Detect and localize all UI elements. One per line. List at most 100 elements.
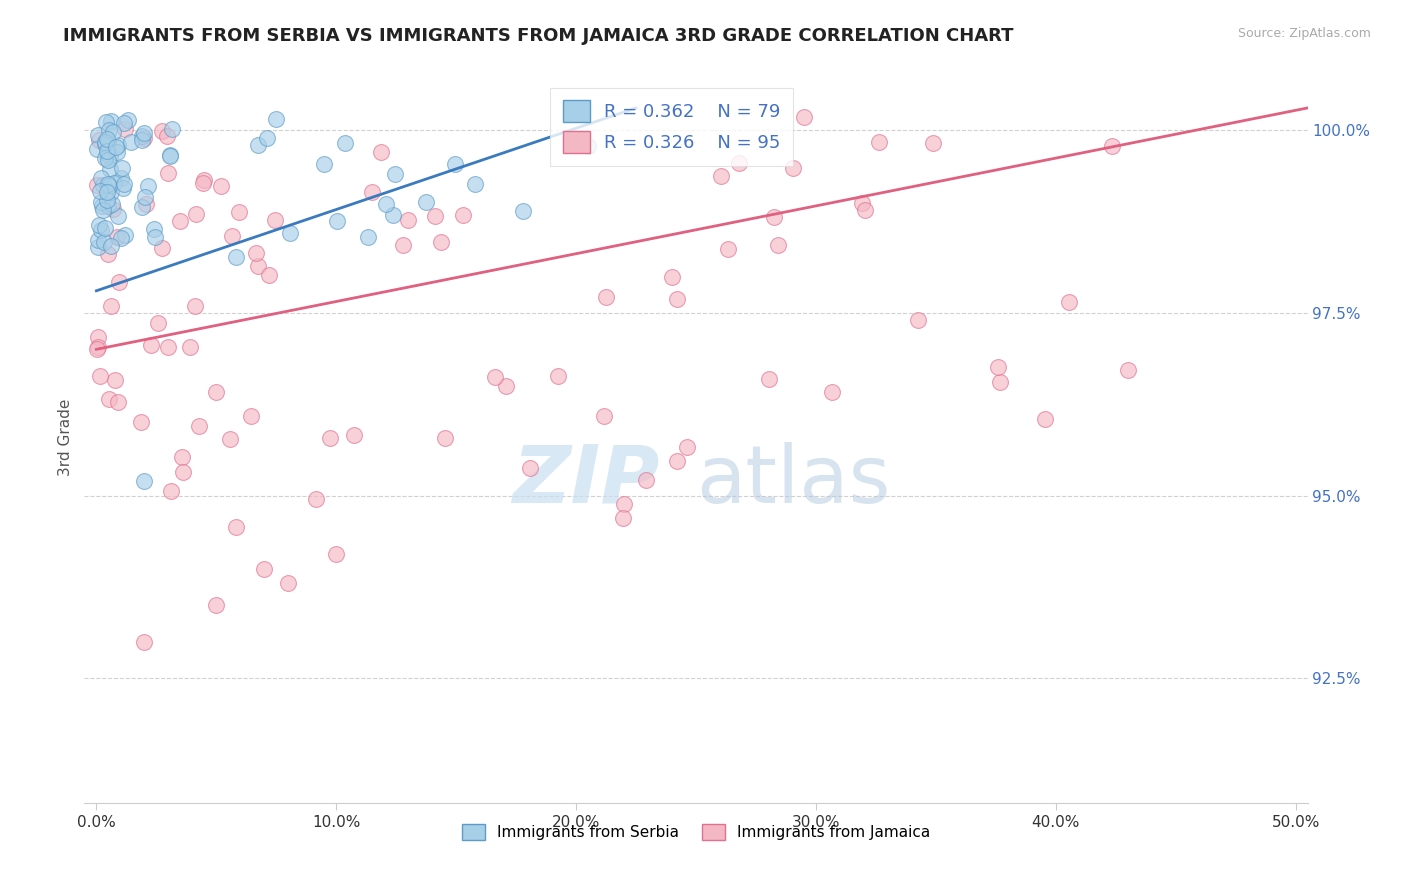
Point [103, 202, 125, 216]
Point [107, 137, 129, 152]
Point [105, 145, 128, 160]
Point [396, 212, 419, 227]
Point [717, 243, 740, 257]
Point [256, 131, 278, 145]
Point [228, 204, 250, 219]
Text: atlas: atlas [696, 442, 890, 520]
Point [613, 497, 636, 511]
Point [156, 128, 179, 143]
Point [94, 137, 117, 152]
Point [1116, 363, 1139, 377]
Point [86, 142, 108, 156]
Point [131, 416, 153, 430]
Point [225, 519, 247, 533]
Legend: Immigrants from Serbia, Immigrants from Jamaica: Immigrants from Serbia, Immigrants from … [456, 818, 936, 847]
Point [97, 123, 120, 137]
Point [666, 453, 689, 467]
Point [157, 340, 180, 354]
Point [429, 235, 451, 249]
Point [146, 316, 169, 330]
Point [134, 635, 156, 649]
Point [100, 299, 122, 313]
Point [90, 171, 112, 186]
Point [107, 209, 129, 223]
Point [97, 178, 120, 192]
Point [96, 193, 118, 207]
Point [495, 379, 517, 393]
Point [193, 172, 215, 186]
Point [90, 222, 112, 236]
Point [221, 229, 243, 244]
Point [305, 491, 328, 506]
Point [382, 208, 405, 222]
Point [793, 110, 815, 124]
Point [150, 123, 173, 137]
Point [710, 169, 733, 184]
Point [96, 132, 118, 146]
Point [519, 461, 541, 475]
Point [103, 176, 125, 190]
Point [150, 241, 173, 255]
Point [94, 151, 117, 165]
Point [988, 375, 1011, 389]
Point [114, 122, 136, 136]
Point [987, 360, 1010, 375]
Point [87, 233, 110, 247]
Point [98, 150, 121, 164]
Point [135, 196, 157, 211]
Point [868, 135, 890, 149]
Point [239, 409, 262, 423]
Point [104, 373, 127, 387]
Point [851, 196, 873, 211]
Point [333, 136, 356, 151]
Point [277, 576, 299, 591]
Point [94, 115, 117, 129]
Point [384, 167, 406, 181]
Point [160, 121, 183, 136]
Point [512, 204, 534, 219]
Text: Source: ZipAtlas.com: Source: ZipAtlas.com [1237, 27, 1371, 40]
Point [187, 419, 209, 434]
Point [159, 149, 181, 163]
Point [111, 161, 134, 175]
Point [97, 135, 120, 149]
Point [131, 200, 153, 214]
Point [96, 146, 118, 161]
Point [97, 247, 120, 261]
Point [159, 148, 181, 162]
Point [247, 259, 270, 273]
Point [86, 343, 108, 357]
Point [433, 431, 456, 445]
Point [415, 195, 437, 210]
Point [87, 340, 110, 354]
Point [120, 135, 142, 149]
Point [107, 275, 129, 289]
Point [100, 197, 122, 211]
Point [253, 562, 276, 576]
Point [110, 231, 132, 245]
Point [257, 268, 280, 282]
Point [100, 114, 122, 128]
Point [111, 181, 134, 195]
Point [131, 129, 153, 144]
Point [423, 209, 446, 223]
Point [87, 240, 110, 254]
Point [314, 157, 336, 171]
Point [1057, 295, 1080, 310]
Point [278, 226, 301, 240]
Point [763, 210, 786, 224]
Point [134, 474, 156, 488]
Point [612, 511, 634, 525]
Point [661, 270, 683, 285]
Point [782, 161, 804, 175]
Point [264, 112, 287, 126]
Point [139, 337, 162, 351]
Point [169, 214, 191, 228]
Point [592, 409, 614, 424]
Point [357, 229, 380, 244]
Point [245, 246, 267, 260]
Point [1033, 412, 1056, 426]
Point [89, 184, 111, 198]
Point [727, 156, 749, 170]
Point [205, 599, 228, 613]
